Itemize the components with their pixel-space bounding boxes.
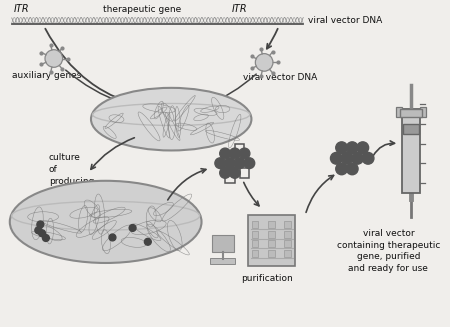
Circle shape	[351, 152, 363, 164]
Circle shape	[330, 152, 342, 164]
Text: viral vector DNA: viral vector DNA	[243, 73, 317, 82]
FancyBboxPatch shape	[284, 250, 291, 257]
Text: ITR: ITR	[232, 5, 248, 14]
Circle shape	[341, 152, 353, 164]
Circle shape	[336, 163, 347, 175]
Text: purification: purification	[241, 274, 293, 283]
FancyBboxPatch shape	[403, 124, 418, 134]
FancyBboxPatch shape	[284, 240, 291, 247]
Circle shape	[244, 158, 255, 168]
FancyBboxPatch shape	[252, 221, 258, 228]
Circle shape	[336, 142, 347, 154]
FancyBboxPatch shape	[402, 109, 420, 193]
Bar	[235, 144, 244, 153]
Text: therapeutic gene: therapeutic gene	[103, 6, 181, 14]
Circle shape	[37, 221, 44, 228]
FancyBboxPatch shape	[420, 107, 426, 117]
Circle shape	[346, 142, 358, 154]
FancyBboxPatch shape	[248, 215, 296, 266]
FancyBboxPatch shape	[268, 240, 275, 247]
FancyBboxPatch shape	[268, 221, 275, 228]
FancyBboxPatch shape	[210, 258, 235, 264]
FancyBboxPatch shape	[252, 231, 258, 237]
FancyBboxPatch shape	[268, 250, 275, 257]
FancyBboxPatch shape	[252, 240, 258, 247]
Ellipse shape	[10, 181, 202, 263]
Bar	[240, 168, 249, 178]
FancyBboxPatch shape	[268, 231, 275, 237]
FancyBboxPatch shape	[400, 109, 422, 117]
Bar	[225, 173, 235, 182]
FancyBboxPatch shape	[396, 107, 402, 117]
Text: culture
of
producing
cells: culture of producing cells	[49, 153, 94, 198]
Text: viral vector
containing therapeutic
gene, purified
and ready for use: viral vector containing therapeutic gene…	[337, 229, 440, 273]
FancyBboxPatch shape	[252, 250, 258, 257]
Text: viral vector DNA: viral vector DNA	[308, 16, 382, 25]
Circle shape	[234, 158, 245, 168]
Circle shape	[45, 50, 63, 67]
Circle shape	[255, 54, 273, 71]
Circle shape	[220, 148, 230, 159]
Circle shape	[230, 167, 240, 178]
Circle shape	[225, 158, 235, 168]
Ellipse shape	[91, 88, 252, 150]
Circle shape	[346, 163, 358, 175]
Circle shape	[144, 238, 151, 245]
Circle shape	[35, 227, 42, 234]
Circle shape	[357, 142, 369, 154]
FancyBboxPatch shape	[284, 231, 291, 237]
Text: ITR: ITR	[14, 5, 29, 14]
Circle shape	[129, 225, 136, 232]
Circle shape	[239, 148, 250, 159]
Circle shape	[362, 152, 374, 164]
Circle shape	[215, 158, 225, 168]
Circle shape	[230, 148, 240, 159]
FancyBboxPatch shape	[212, 234, 234, 252]
Circle shape	[109, 234, 116, 241]
Circle shape	[42, 234, 50, 241]
FancyBboxPatch shape	[284, 221, 291, 228]
Circle shape	[220, 167, 230, 178]
Text: auxiliary genes: auxiliary genes	[12, 71, 81, 80]
Circle shape	[39, 230, 45, 237]
